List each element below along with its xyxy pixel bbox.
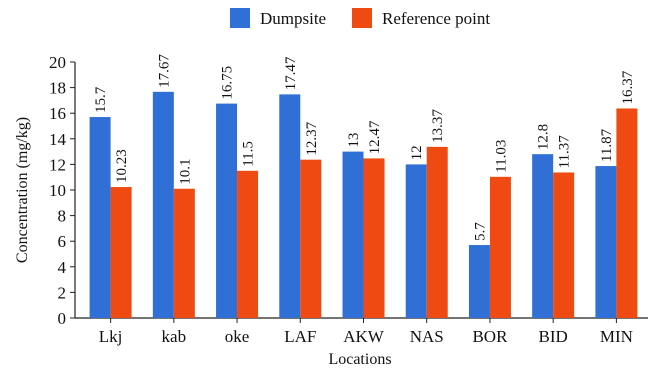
- data-label: 12.47: [367, 120, 383, 154]
- legend: Dumpsite Reference point: [230, 8, 490, 28]
- legend-swatch-reference-point: [352, 8, 372, 28]
- y-tick-label: 4: [58, 258, 67, 277]
- data-label: 11.03: [493, 140, 509, 173]
- y-tick-label: 2: [58, 283, 67, 302]
- bar-dumpsite: [279, 94, 301, 318]
- data-label: 12.8: [536, 124, 552, 150]
- legend-label-dumpsite: Dumpsite: [260, 9, 326, 28]
- x-tick-label: kab: [162, 327, 187, 346]
- y-axis-title: Concentration (mg/kg): [14, 117, 31, 263]
- x-tick-label: NAS: [410, 327, 444, 346]
- bar-reference-point: [173, 188, 195, 318]
- bar-reference-point: [489, 176, 511, 318]
- bar-dumpsite: [89, 117, 111, 318]
- y-tick-label: 12: [49, 155, 66, 174]
- x-tick-label: BOR: [472, 327, 508, 346]
- legend-label-reference-point: Reference point: [382, 9, 490, 28]
- bar-reference-point: [553, 172, 575, 318]
- bar-dumpsite: [152, 91, 174, 318]
- bar-reference-point: [363, 158, 385, 318]
- data-label: 16.75: [220, 66, 236, 100]
- bar-reference-point: [110, 187, 132, 318]
- bar-dumpsite: [468, 245, 490, 318]
- y-tick-label: 16: [49, 104, 66, 123]
- bar-dumpsite: [216, 103, 238, 318]
- legend-swatch-dumpsite: [230, 8, 250, 28]
- y-tick-label: 18: [49, 79, 66, 98]
- bar-reference-point: [426, 146, 448, 318]
- x-tick-label: LAF: [284, 327, 316, 346]
- data-label: 12: [409, 145, 425, 160]
- y-tick-label: 6: [58, 232, 67, 251]
- bar-reference-point: [616, 108, 638, 319]
- x-axis-title: Locations: [328, 351, 391, 368]
- bar-dumpsite: [405, 164, 427, 318]
- bar-dumpsite: [532, 154, 554, 318]
- data-label: 11.37: [557, 135, 573, 169]
- plot-area: 0 2 4 6 8 10 12 14 16 18 20 Lkj 15.7 10.23 kab 17.67 10.…: [49, 53, 648, 346]
- x-tick-label: oke: [225, 327, 250, 346]
- data-label: 10.1: [177, 158, 193, 184]
- bar-reference-point: [300, 159, 322, 318]
- data-label: 13: [346, 133, 362, 148]
- data-label: 17.67: [156, 54, 172, 88]
- y-tick-label: 10: [49, 181, 66, 200]
- data-label: 12.37: [304, 121, 320, 155]
- bar-dumpsite: [342, 151, 364, 318]
- y-tick-label: 20: [49, 53, 66, 72]
- data-label: 15.7: [93, 86, 109, 113]
- data-label: 17.47: [283, 56, 299, 90]
- y-tick-label: 0: [58, 309, 67, 328]
- data-label: 11.5: [241, 141, 257, 167]
- data-label: 16.37: [620, 70, 636, 104]
- x-tick-label: AKW: [343, 327, 385, 346]
- x-tick-label: BID: [539, 327, 568, 346]
- bar-reference-point: [237, 170, 259, 318]
- data-label: 13.37: [430, 109, 446, 143]
- x-tick-label: Lkj: [99, 327, 123, 346]
- y-tick-label: 8: [58, 207, 67, 226]
- y-tick-label: 14: [49, 130, 67, 149]
- bar-dumpsite: [595, 166, 617, 318]
- data-label: 10.23: [114, 149, 130, 183]
- data-label: 5.7: [472, 222, 488, 241]
- x-tick-label: MIN: [600, 327, 633, 346]
- data-label: 11.87: [599, 128, 615, 162]
